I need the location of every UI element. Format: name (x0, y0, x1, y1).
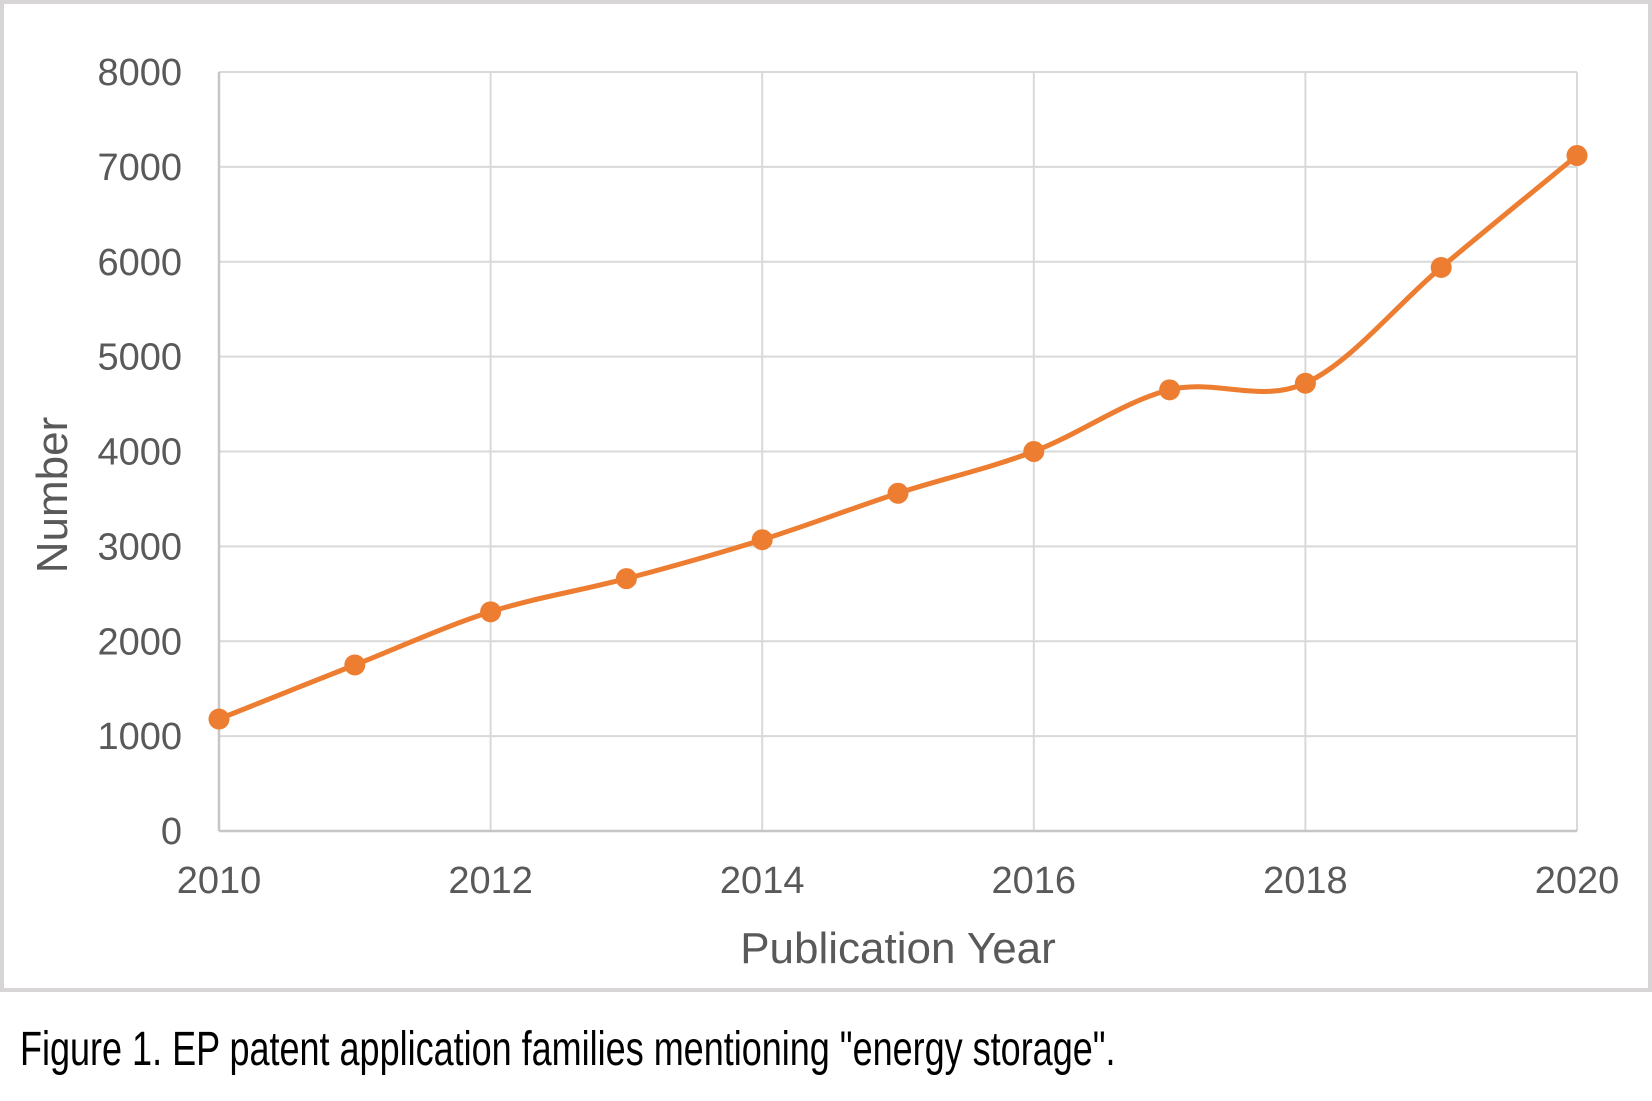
chart-border (0, 0, 1652, 992)
y-tick-label: 4000 (97, 432, 182, 474)
data-point-2013 (615, 568, 637, 590)
series-line (216, 153, 1580, 722)
x-tick-label: 2012 (448, 860, 533, 902)
data-point-2018 (1294, 372, 1316, 394)
data-point-2016 (1023, 441, 1045, 462)
y-axis-title: Number (28, 417, 77, 574)
y-tick-label: 3000 (97, 526, 182, 568)
data-point-2020 (1566, 144, 1588, 166)
x-tick-label: 2010 (177, 860, 262, 902)
data-point-2019 (1430, 256, 1452, 278)
x-tick-label: 2018 (1263, 860, 1348, 902)
data-point-2010 (208, 708, 230, 730)
tick-labels: 0 1000 2000 3000 4000 5000 6000 7000 8000 2010 201… (97, 52, 1619, 902)
gridlines (219, 71, 1578, 831)
data-point-2011 (344, 654, 366, 676)
data-point-2012 (480, 601, 502, 623)
figure-caption: Figure 1. EP patent application families… (20, 1023, 1116, 1076)
x-tick-label: 2014 (720, 860, 805, 902)
x-axis-title: Publication Year (740, 924, 1056, 973)
data-point-2014 (751, 529, 773, 551)
y-tick-label: 0 (161, 811, 182, 853)
data-point-2017 (1159, 379, 1181, 401)
y-tick-label: 2000 (97, 621, 182, 663)
y-tick-label: 6000 (97, 242, 182, 284)
x-tick-label: 2020 (1535, 860, 1620, 902)
x-tick-label: 2016 (992, 860, 1077, 902)
y-tick-label: 5000 (97, 337, 182, 379)
y-tick-label: 1000 (97, 716, 182, 758)
y-tick-label: 8000 (97, 52, 182, 94)
y-tick-label: 7000 (97, 147, 182, 189)
chart-container: 0 1000 2000 3000 4000 5000 6000 7000 8000 2010 201… (0, 0, 1652, 992)
line-chart: 0 1000 2000 3000 4000 5000 6000 7000 8000 2010 201… (0, 0, 1652, 992)
axes (217, 72, 1577, 833)
data-point-2015 (887, 482, 909, 504)
data-series (208, 144, 1588, 730)
